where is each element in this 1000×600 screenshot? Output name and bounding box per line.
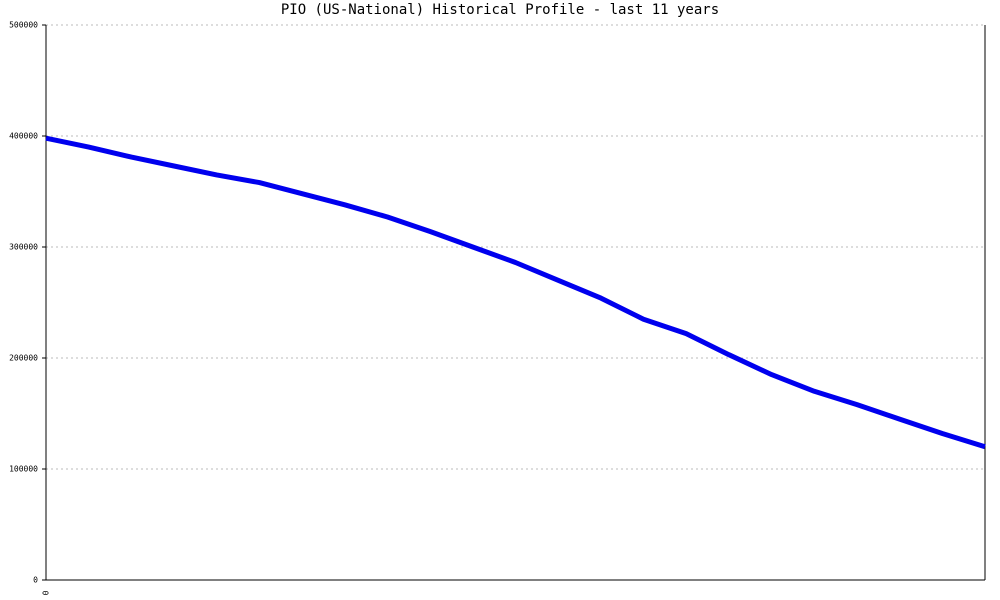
chart-title: PIO (US-National) Historical Profile - l… bbox=[281, 2, 719, 18]
x-tick-label: 0 bbox=[42, 590, 51, 595]
y-tick-label: 200000 bbox=[9, 354, 38, 363]
data-line bbox=[45, 135, 986, 450]
y-tick-label: 300000 bbox=[9, 243, 38, 252]
y-tick-label: 500000 bbox=[9, 21, 38, 30]
y-tick-label: 400000 bbox=[9, 132, 38, 141]
y-tick-label: 100000 bbox=[9, 465, 38, 474]
y-tick-label: 0 bbox=[33, 576, 38, 585]
